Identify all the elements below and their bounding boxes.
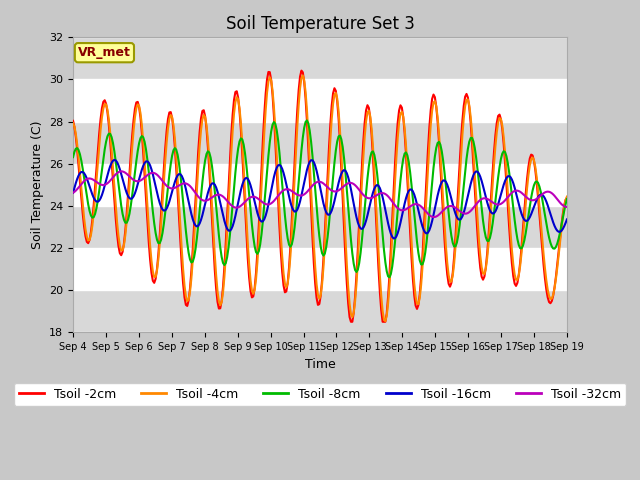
Title: Soil Temperature Set 3: Soil Temperature Set 3 <box>225 15 415 33</box>
Tsoil -2cm <box>285 265 293 271</box>
X-axis label: Time: Time <box>305 358 335 371</box>
Tsoil -32cm <box>131 178 139 183</box>
Y-axis label: Soil Temperature (C): Soil Temperature (C) <box>31 120 44 249</box>
Tsoil -2cm <box>347 319 355 324</box>
Tsoil -8cm <box>241 151 249 156</box>
Tsoil -2cm <box>241 205 249 211</box>
Tsoil -32cm <box>429 214 437 220</box>
Line: Tsoil -32cm: Tsoil -32cm <box>73 171 567 217</box>
Tsoil -2cm <box>69 118 77 124</box>
Legend: Tsoil -2cm, Tsoil -4cm, Tsoil -8cm, Tsoil -16cm, Tsoil -32cm: Tsoil -2cm, Tsoil -4cm, Tsoil -8cm, Tsoi… <box>14 383 626 406</box>
Tsoil -16cm <box>538 192 546 198</box>
Tsoil -8cm <box>285 242 293 248</box>
Tsoil -32cm <box>538 192 546 197</box>
Tsoil -8cm <box>69 154 77 160</box>
Text: VR_met: VR_met <box>78 46 131 59</box>
Tsoil -2cm <box>538 246 546 252</box>
Line: Tsoil -2cm: Tsoil -2cm <box>73 71 567 322</box>
Line: Tsoil -4cm: Tsoil -4cm <box>73 75 567 321</box>
Tsoil -4cm <box>381 318 389 324</box>
Bar <box>73 37 567 80</box>
Tsoil -2cm <box>130 117 138 123</box>
Tsoil -4cm <box>216 302 224 308</box>
Tsoil -4cm <box>563 194 571 200</box>
Tsoil -32cm <box>234 204 242 210</box>
Tsoil -16cm <box>131 190 139 196</box>
Tsoil -32cm <box>69 190 77 196</box>
Tsoil -4cm <box>285 270 293 276</box>
Tsoil -8cm <box>303 118 311 123</box>
Tsoil -16cm <box>218 206 225 212</box>
Tsoil -4cm <box>69 120 77 126</box>
Tsoil -2cm <box>233 88 241 94</box>
Tsoil -4cm <box>299 72 307 78</box>
Tsoil -4cm <box>241 190 249 196</box>
Tsoil -8cm <box>386 275 394 280</box>
Tsoil -8cm <box>216 244 224 250</box>
Tsoil -8cm <box>563 196 571 202</box>
Tsoil -2cm <box>216 305 224 311</box>
Tsoil -2cm <box>298 68 305 73</box>
Tsoil -16cm <box>243 175 250 181</box>
Tsoil -16cm <box>69 190 77 196</box>
Tsoil -16cm <box>563 216 571 222</box>
Tsoil -32cm <box>287 187 294 193</box>
Line: Tsoil -8cm: Tsoil -8cm <box>73 120 567 277</box>
Tsoil -4cm <box>130 127 138 133</box>
Tsoil -4cm <box>538 235 546 241</box>
Tsoil -32cm <box>563 204 571 210</box>
Bar <box>73 248 567 290</box>
Tsoil -2cm <box>563 195 571 201</box>
Tsoil -8cm <box>130 181 138 187</box>
Tsoil -8cm <box>233 156 241 162</box>
Line: Tsoil -16cm: Tsoil -16cm <box>73 160 567 239</box>
Tsoil -32cm <box>117 168 125 174</box>
Tsoil -4cm <box>233 95 241 100</box>
Bar <box>73 80 567 121</box>
Tsoil -8cm <box>538 196 546 202</box>
Bar <box>73 206 567 248</box>
Tsoil -32cm <box>218 192 225 198</box>
Bar <box>73 164 567 206</box>
Bar <box>73 290 567 332</box>
Bar <box>73 121 567 164</box>
Tsoil -16cm <box>234 200 242 205</box>
Tsoil -16cm <box>390 236 397 241</box>
Tsoil -32cm <box>243 197 250 203</box>
Tsoil -16cm <box>111 157 118 163</box>
Tsoil -16cm <box>287 199 294 205</box>
